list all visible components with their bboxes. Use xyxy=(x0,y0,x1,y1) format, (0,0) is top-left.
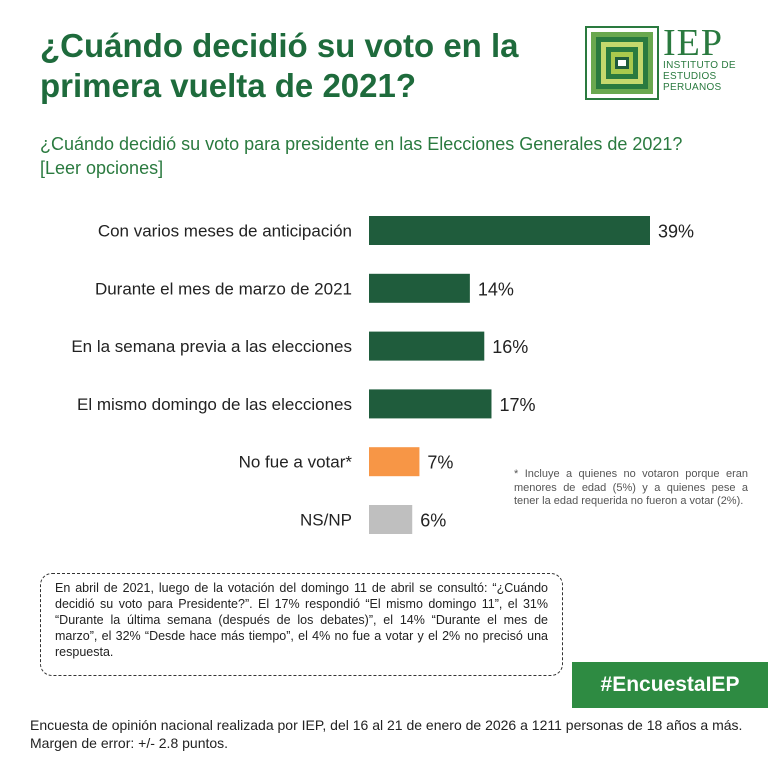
bar-chart: Con varios meses de anticipación 39% Duran… xyxy=(71,216,694,534)
value-label: 6% xyxy=(420,511,446,531)
bar xyxy=(369,216,650,245)
category-label: En la semana previa a las elecciones xyxy=(71,337,352,356)
survey-question: ¿Cuándo decidió su voto para presidente … xyxy=(40,134,683,178)
logo-line-2: ESTUDIOS xyxy=(663,71,717,82)
logo-line-3: PERUANOS xyxy=(663,82,722,93)
bar xyxy=(369,505,413,534)
value-label: 7% xyxy=(427,453,453,473)
iep-logo-icon xyxy=(585,26,659,100)
value-label: 16% xyxy=(492,337,528,357)
value-label: 39% xyxy=(658,222,694,242)
page-title: ¿Cuándo decidió su voto en la primera vu… xyxy=(40,27,519,104)
context-box: En abril de 2021, luego de la votación d… xyxy=(40,573,563,676)
bar xyxy=(369,447,420,477)
category-label: Con varios meses de anticipación xyxy=(98,222,352,241)
logo-text: IEP INSTITUTO DE ESTUDIOS PERUANOS xyxy=(663,22,736,93)
logo-line-1: INSTITUTO DE xyxy=(663,60,736,71)
bar xyxy=(369,273,470,303)
footnote: * Incluye a quienes no votaron porque er… xyxy=(514,468,748,507)
category-label: Durante el mes de marzo de 2021 xyxy=(95,279,352,298)
category-label: No fue a votar* xyxy=(239,453,353,472)
bar xyxy=(369,389,492,419)
value-label: 14% xyxy=(478,279,514,299)
bar xyxy=(369,331,485,361)
hashtag-badge[interactable]: #EncuestaIEP xyxy=(572,662,768,708)
logo-acronym: IEP xyxy=(663,22,723,64)
category-label: NS/NP xyxy=(300,511,352,530)
category-label: El mismo domingo de las elecciones xyxy=(77,395,352,414)
iep-logo: IEP INSTITUTO DE ESTUDIOS PERUANOS xyxy=(585,22,745,100)
value-label: 17% xyxy=(499,395,535,415)
survey-footer: Encuesta de opinión nacional realizada p… xyxy=(30,717,743,751)
